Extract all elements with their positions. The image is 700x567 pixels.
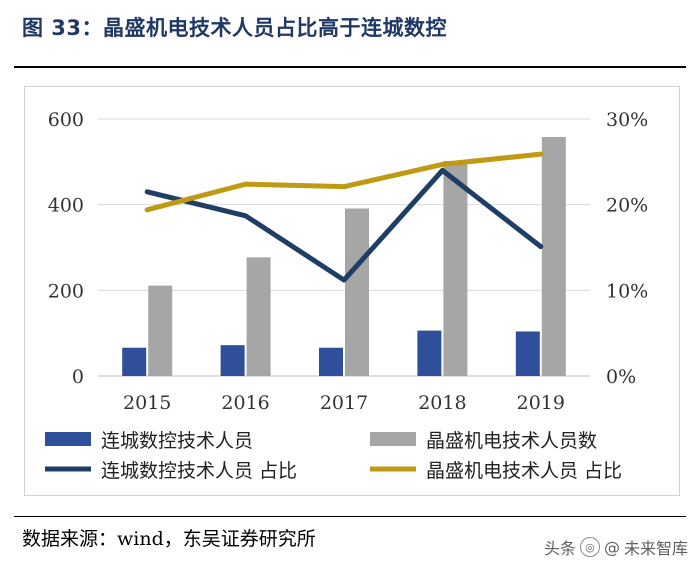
legend-swatch bbox=[370, 432, 416, 446]
watermark-at: @ bbox=[603, 537, 620, 557]
y-tick-label-left: 400 bbox=[48, 195, 84, 217]
source-note: 数据来源：wind，东吴证券研究所 bbox=[22, 528, 316, 550]
bar bbox=[220, 345, 245, 376]
y-tick-label-left: 0 bbox=[72, 366, 84, 388]
y-tick-label-right: 20% bbox=[606, 195, 648, 217]
swirl-icon: ◎ bbox=[579, 537, 600, 557]
chart-container: 0 200 400 600 0% 10% 20% 30% 2015 2016 2017 2018 201… bbox=[24, 86, 680, 496]
bar bbox=[319, 347, 343, 376]
y-tick-label-left: 600 bbox=[48, 109, 84, 131]
bar bbox=[515, 331, 540, 376]
legend-label: 连城数控技术人员 bbox=[101, 430, 253, 452]
legend-swatch bbox=[45, 432, 91, 446]
series-line bbox=[144, 151, 544, 213]
x-tick-label: 2015 bbox=[123, 392, 171, 414]
y-tick-label-right: 30% bbox=[606, 109, 648, 131]
x-tick-label: 2016 bbox=[221, 392, 269, 414]
figure-title: 图 33：晶盛机电技术人员占比高于连城数控 bbox=[22, 16, 448, 40]
bar bbox=[345, 208, 369, 376]
bar bbox=[246, 257, 271, 376]
chart-svg: 0 200 400 600 0% 10% 20% 30% 2015 2016 2017 2018 201… bbox=[45, 109, 648, 482]
x-tick-label: 2018 bbox=[418, 392, 466, 414]
watermark: 头条 ◎ @ 未来智库 bbox=[544, 535, 688, 559]
bottom-rule bbox=[14, 516, 686, 517]
bar bbox=[122, 347, 147, 376]
y-tick-label-right: 0% bbox=[606, 366, 636, 388]
legend-label: 连城数控技术人员 占比 bbox=[101, 460, 297, 482]
watermark-prefix: 头条 bbox=[543, 539, 576, 558]
bar bbox=[148, 285, 173, 376]
bar bbox=[417, 330, 442, 376]
x-tick-label: 2017 bbox=[320, 392, 368, 414]
y-tick-label-left: 200 bbox=[48, 280, 84, 302]
bar bbox=[443, 160, 468, 376]
watermark-name: 未来智库 bbox=[623, 539, 688, 558]
x-tick-label: 2019 bbox=[517, 392, 565, 414]
y-tick-label-right: 10% bbox=[606, 280, 648, 302]
bar bbox=[541, 136, 566, 376]
legend-label: 晶盛机电技术人员 占比 bbox=[426, 460, 622, 482]
top-rule bbox=[14, 66, 686, 68]
legend-label: 晶盛机电技术人员数 bbox=[426, 430, 597, 452]
series-line bbox=[144, 167, 544, 283]
